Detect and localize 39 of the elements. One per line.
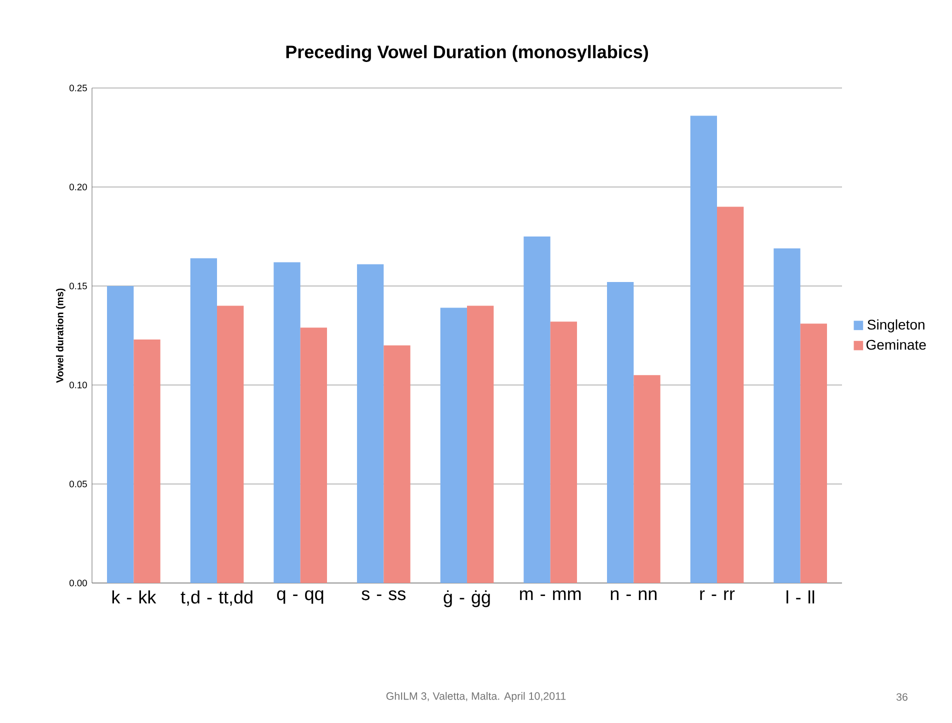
text: 36: [896, 693, 908, 701]
bar: [134, 339, 160, 583]
x-tick-label: l - ll: [786, 590, 814, 604]
y-tick-label: 0.05: [69, 480, 87, 488]
y-tick-label: 0.15: [69, 282, 87, 290]
bar: [440, 308, 468, 583]
bar: [357, 264, 384, 583]
bar: [107, 286, 134, 583]
bar: [607, 282, 634, 583]
bar: [467, 306, 494, 583]
y-axis-title: Vowel duration (ms): [56, 288, 66, 383]
y-tick-label: 0.00: [69, 580, 87, 586]
bar: [524, 236, 550, 583]
bar: [634, 375, 660, 583]
legend-label: Singleton: [868, 319, 924, 332]
text: GhILM 3, Valetta, Malta. April 10,2011: [386, 692, 566, 702]
bar: [774, 248, 800, 583]
bar: [217, 306, 244, 583]
bar: [800, 324, 828, 583]
x-tick-label: ġ - ġġ: [444, 590, 490, 608]
x-tick-label: q - qq: [277, 590, 324, 604]
x-tick-label: t,d - tt,dd: [180, 590, 252, 606]
bar: [690, 116, 718, 583]
bar: [384, 345, 410, 583]
bar: [550, 322, 578, 583]
x-tick-label: m - mm: [520, 590, 581, 600]
bar: [274, 262, 300, 583]
y-tick-label: 0.25: [69, 84, 87, 92]
x-tick-label: n - nn: [610, 590, 657, 600]
x-tick-label: k - kk: [112, 590, 156, 604]
y-tick-label: 0.10: [69, 382, 87, 388]
y-tick-label: 0.20: [69, 184, 87, 190]
x-tick-label: s - ss: [362, 590, 406, 600]
legend-label: Geminate: [866, 339, 926, 350]
bar: [300, 328, 328, 583]
bar: [717, 206, 744, 583]
chart-title: Preceding Vowel Duration (monosyllabics): [286, 45, 648, 62]
x-tick-label: r - rr: [700, 590, 735, 600]
bar: [190, 258, 218, 583]
